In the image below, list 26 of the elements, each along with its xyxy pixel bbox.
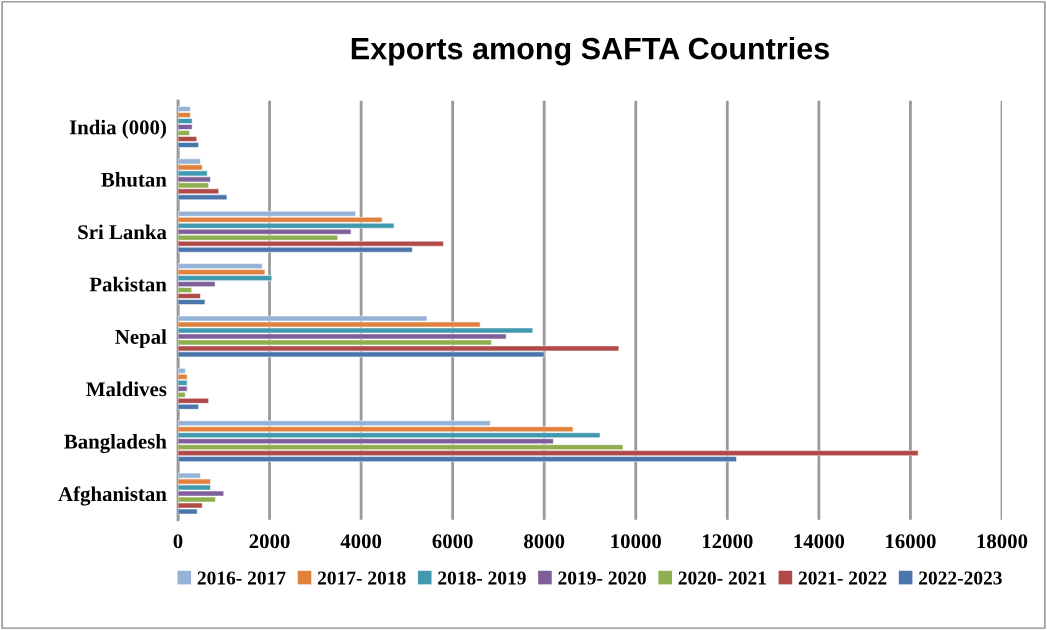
legend-label: 2017- 2018: [317, 571, 406, 585]
y-tick-label: Bhutan: [101, 172, 167, 187]
y-tick-label: Nepal: [115, 329, 167, 349]
legend-label: 2020- 2021: [678, 571, 766, 585]
x-tick-label: 16000: [886, 534, 936, 549]
legend-label: 2021- 2022: [798, 571, 887, 585]
y-tick-label: India (000): [69, 119, 166, 139]
x-tick-label: 10000: [611, 534, 662, 549]
x-tick-label: 14000: [794, 534, 845, 549]
x-tick-label: 0: [173, 534, 183, 549]
x-tick-label: 12000: [702, 534, 753, 549]
y-tick-label: Afghanistan: [58, 486, 167, 506]
x-tick-label: 8000: [524, 534, 565, 549]
legend-label: 2018- 2019: [438, 571, 526, 585]
x-tick-label: 4000: [340, 534, 382, 549]
legend-label: 2019- 2020: [558, 571, 646, 585]
x-tick-label: 2000: [249, 534, 290, 549]
y-tick-label: Bangladesh: [64, 433, 167, 454]
y-tick-label: Sri Lanka: [78, 224, 167, 240]
x-tick-label: 18000: [977, 534, 1028, 549]
y-tick-label: Pakistan: [89, 276, 167, 292]
chart-title: Exports among SAFTA Countries: [351, 36, 829, 66]
y-tick-label: Maldives: [86, 381, 167, 397]
legend-label: 2016- 2017: [197, 571, 286, 585]
legend-label: 2022-2023: [919, 571, 1002, 585]
x-tick-label: 6000: [432, 534, 473, 549]
